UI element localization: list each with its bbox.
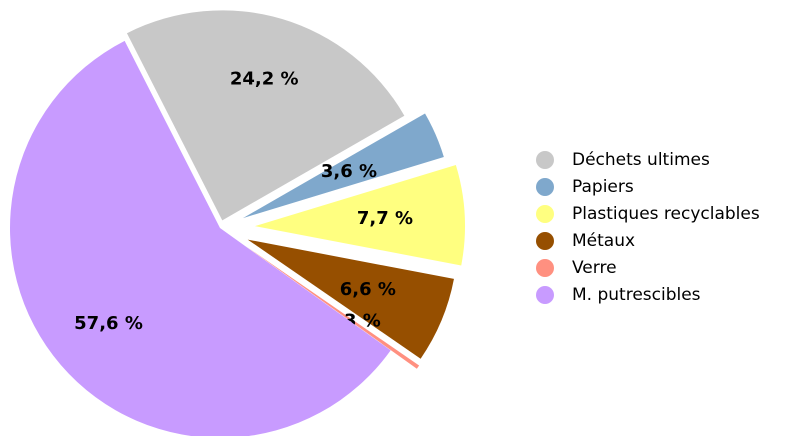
pie-slice <box>254 165 465 266</box>
data-label: 57,6 % <box>74 313 143 334</box>
data-label: 6,6 % <box>340 279 396 300</box>
legend-label: Déchets ultimes <box>572 150 710 170</box>
legend-swatch <box>536 259 554 277</box>
legend-label: Papiers <box>572 177 634 197</box>
data-label: 24,2 % <box>230 68 299 89</box>
legend-swatch <box>536 178 554 196</box>
data-label: 7,7 % <box>357 208 413 229</box>
pie-slice <box>126 10 405 221</box>
data-label: 3,6 % <box>321 161 377 182</box>
legend-swatch <box>536 232 554 250</box>
legend-label: Verre <box>572 258 617 278</box>
pie-slice <box>246 246 420 369</box>
legend-swatch <box>536 205 554 223</box>
legend-swatch <box>536 286 554 304</box>
pie-slice <box>10 40 391 436</box>
legend-label: Plastiques recyclables <box>572 204 760 224</box>
legend-label: M. putrescibles <box>572 285 701 305</box>
legend-label: Métaux <box>572 231 635 251</box>
legend-swatch <box>536 151 554 169</box>
pie-slice <box>247 239 454 359</box>
pie-slice <box>242 113 444 219</box>
